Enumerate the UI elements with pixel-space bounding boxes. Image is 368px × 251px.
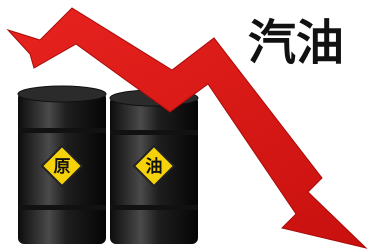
illustration: 原 油 汽油 xyxy=(0,0,368,251)
barrel-label: 油 xyxy=(146,156,163,177)
headline: 汽油 xyxy=(248,15,344,71)
barrel: 原 xyxy=(18,86,106,244)
page: 原 油 汽油 (() => { const data = JSON.parse(… xyxy=(0,0,368,251)
barrel-label: 原 xyxy=(54,157,71,177)
barrel: 油 xyxy=(110,90,198,244)
